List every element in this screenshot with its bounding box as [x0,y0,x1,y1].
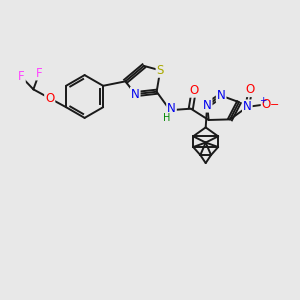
Text: F: F [36,67,43,80]
Text: N: N [217,89,226,102]
Text: O: O [45,92,54,105]
Text: +: + [259,96,267,105]
Text: N: N [243,100,252,113]
Text: F: F [18,70,25,83]
Text: H: H [163,113,170,124]
Text: O: O [189,84,198,97]
Text: N: N [203,99,212,112]
Text: S: S [157,64,164,77]
Text: O: O [246,83,255,96]
Text: O: O [261,98,271,111]
Text: N: N [167,102,176,115]
Text: −: − [269,100,279,110]
Text: N: N [131,88,140,100]
